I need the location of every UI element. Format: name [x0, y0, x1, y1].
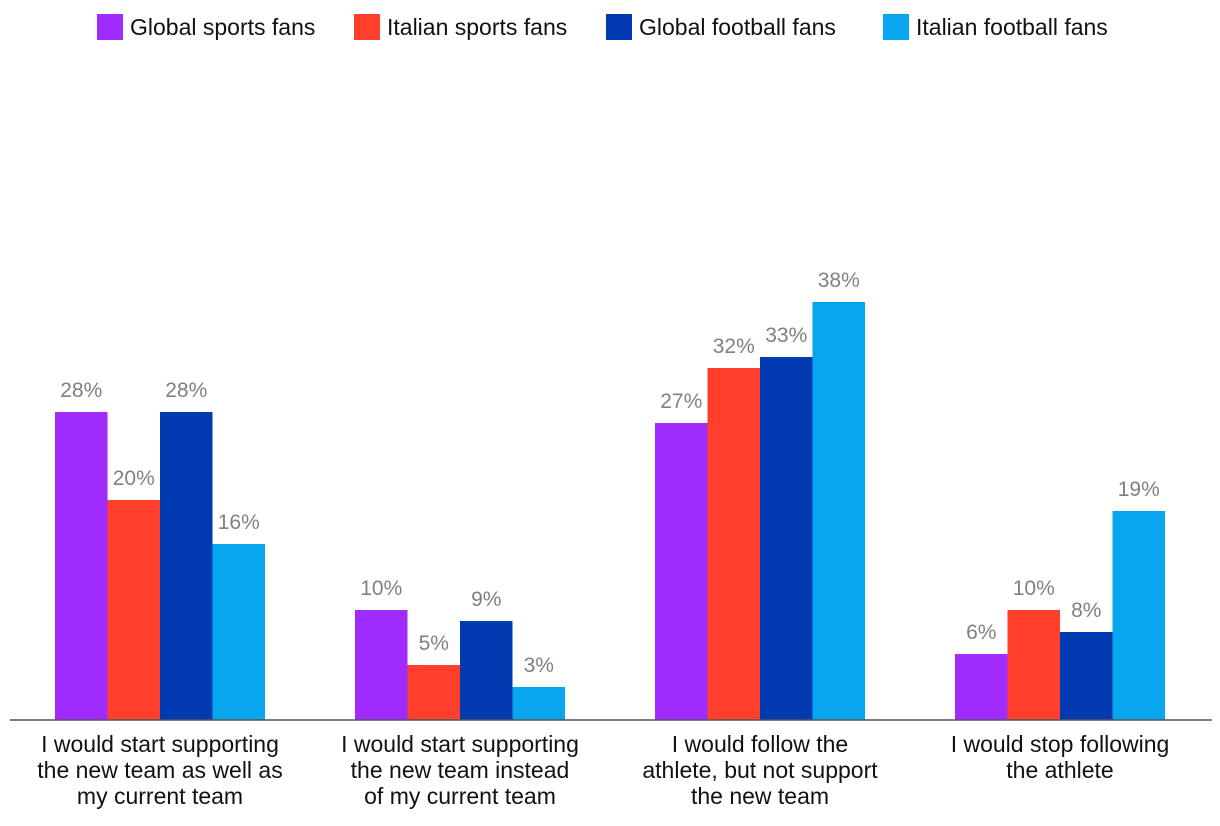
- data-label-italian-sports-fans-4: 10%: [1013, 577, 1055, 600]
- bar-group-3: 27% 32% 33% 38%: [655, 269, 865, 720]
- category-label-3: I would follow the athlete, but not suppo…: [642, 731, 878, 809]
- legend-item-italian-sports-fans: Italian sports fans: [354, 14, 567, 40]
- category-label-2: I would start supporting the new team ins…: [341, 731, 579, 809]
- bar-groups: 28% 20% 28% 16% 10% 5% 9% 3% 27% 32% 33% 38% 6% 10% 8%…: [55, 269, 1165, 720]
- bar-italian-football-fans-4: [1112, 511, 1165, 720]
- legend-label-italian-football-fans: Italian football fans: [916, 14, 1108, 40]
- bar-group-2: 10% 5% 9% 3%: [355, 577, 565, 720]
- bar-italian-sports-fans-2: [407, 665, 460, 720]
- bar-italian-football-fans-2: [512, 687, 565, 720]
- data-label-global-sports-fans-4: 6%: [966, 621, 996, 644]
- legend-swatch-global-football-fans: [606, 14, 632, 40]
- bar-italian-football-fans-1: [212, 544, 265, 720]
- bar-global-football-fans-3: [760, 357, 813, 720]
- legend-label-global-football-fans: Global football fans: [639, 14, 836, 40]
- legend-swatch-italian-football-fans: [883, 14, 909, 40]
- bar-group-4: 6% 10% 8% 19%: [955, 478, 1165, 720]
- bar-italian-sports-fans-1: [107, 500, 160, 720]
- bar-group-1: 28% 20% 28% 16%: [55, 379, 265, 720]
- data-label-italian-football-fans-4: 19%: [1118, 478, 1160, 501]
- legend-swatch-global-sports-fans: [97, 14, 123, 40]
- bar-italian-sports-fans-3: [707, 368, 760, 720]
- bar-italian-football-fans-3: [812, 302, 865, 720]
- legend-item-global-football-fans: Global football fans: [606, 14, 836, 40]
- data-label-global-sports-fans-3: 27%: [660, 390, 702, 413]
- data-label-italian-football-fans-1: 16%: [218, 511, 260, 534]
- bar-global-sports-fans-2: [355, 610, 408, 720]
- legend-label-italian-sports-fans: Italian sports fans: [387, 14, 567, 40]
- data-label-italian-sports-fans-1: 20%: [113, 467, 155, 490]
- chart-legend: Global sports fans Italian sports fans Glo…: [97, 14, 1108, 40]
- category-label-1: I would start supporting the new team as …: [37, 731, 282, 809]
- category-labels: I would start supporting the new team as …: [37, 731, 1169, 809]
- bar-global-sports-fans-3: [655, 423, 708, 720]
- data-label-global-football-fans-2: 9%: [471, 588, 501, 611]
- bar-global-sports-fans-1: [55, 412, 108, 720]
- data-label-italian-sports-fans-2: 5%: [419, 632, 449, 655]
- data-label-italian-sports-fans-3: 32%: [713, 335, 755, 358]
- legend-item-global-sports-fans: Global sports fans: [97, 14, 315, 40]
- data-label-italian-football-fans-2: 3%: [524, 654, 554, 677]
- bar-global-sports-fans-4: [955, 654, 1008, 720]
- data-label-global-football-fans-4: 8%: [1071, 599, 1101, 622]
- data-label-global-sports-fans-1: 28%: [60, 379, 102, 402]
- data-label-global-sports-fans-2: 10%: [360, 577, 402, 600]
- data-label-global-football-fans-3: 33%: [765, 324, 807, 347]
- data-label-italian-football-fans-3: 38%: [818, 269, 860, 292]
- legend-swatch-italian-sports-fans: [354, 14, 380, 40]
- legend-label-global-sports-fans: Global sports fans: [130, 14, 315, 40]
- bar-global-football-fans-1: [160, 412, 213, 720]
- category-label-4: I would stop following the athlete: [951, 731, 1170, 783]
- bar-italian-sports-fans-4: [1007, 610, 1060, 720]
- data-label-global-football-fans-1: 28%: [165, 379, 207, 402]
- legend-item-italian-football-fans: Italian football fans: [883, 14, 1108, 40]
- bar-global-football-fans-2: [460, 621, 513, 720]
- bar-global-football-fans-4: [1060, 632, 1113, 720]
